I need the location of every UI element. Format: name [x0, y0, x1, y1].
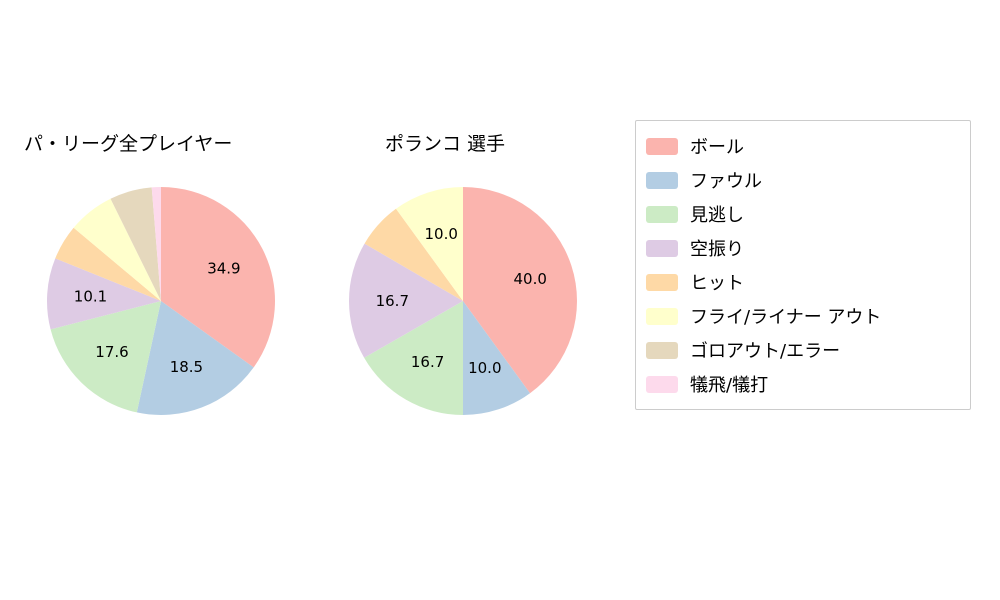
legend-item: ボール — [646, 133, 960, 159]
pie-slice-2 — [50, 301, 161, 413]
legend-item: 空振り — [646, 235, 960, 261]
legend-swatch-swinging-strike — [646, 239, 678, 257]
legend-label: ファウル — [690, 171, 762, 192]
legend-swatch-ball — [646, 137, 678, 155]
legend-swatch-hit — [646, 273, 678, 291]
legend-swatch-foul — [646, 171, 678, 189]
legend-item: ゴロアウト/エラー — [646, 337, 960, 363]
legend-label: 空振り — [690, 239, 744, 260]
pie-value-label: 10.0 — [468, 359, 501, 377]
pie-value-label: 16.7 — [376, 292, 409, 310]
pie-slice-7 — [151, 187, 161, 301]
legend-item: ファウル — [646, 167, 960, 193]
pie-value-label: 18.5 — [170, 358, 203, 376]
legend-label: ヒット — [690, 273, 744, 294]
pie-slice-5 — [395, 187, 463, 301]
pie-slice-0 — [161, 187, 276, 368]
legend-item: ヒット — [646, 269, 960, 295]
pie-slice-3 — [46, 258, 161, 330]
legend-label: ボール — [690, 137, 744, 158]
pie-chart-league: 34.9 18.5 17.6 10.1 — [46, 187, 276, 416]
pie-slice-3 — [348, 243, 463, 358]
legend-label: 見逃し — [690, 205, 744, 226]
pie-value-label: 16.7 — [411, 353, 444, 371]
pie-slice-6 — [110, 187, 161, 301]
legend-swatch-groundout-error — [646, 341, 678, 359]
legend-item: 犠飛/犠打 — [646, 371, 960, 397]
legend-label: 犠飛/犠打 — [690, 375, 769, 396]
legend-label: ゴロアウト/エラー — [690, 341, 841, 362]
legend: ボール ファウル 見逃し 空振り ヒット フライ/ライナー アウト ゴロアウト/… — [635, 120, 971, 410]
legend-item: 見逃し — [646, 201, 960, 227]
legend-swatch-sacrifice — [646, 375, 678, 393]
pie-slice-5 — [73, 198, 161, 301]
pie-slice-1 — [136, 301, 254, 416]
legend-label: フライ/ライナー アウト — [690, 307, 882, 328]
pie-value-label: 17.6 — [95, 343, 128, 361]
pie-chart-player: 40.0 10.0 16.7 16.7 10.0 — [348, 187, 578, 415]
legend-swatch-called-strike — [646, 205, 678, 223]
left-pie-title: パ・リーグ全プレイヤー — [24, 133, 233, 155]
right-pie-title: ポランコ 選手 — [385, 133, 506, 155]
pie-slice-1 — [463, 301, 531, 415]
pie-slice-0 — [463, 187, 578, 394]
pie-slice-2 — [364, 301, 463, 415]
pie-slice-4 — [55, 227, 161, 301]
pie-value-label: 10.0 — [424, 225, 457, 243]
legend-item: フライ/ライナー アウト — [646, 303, 960, 329]
pie-value-label: 40.0 — [513, 270, 546, 288]
pie-slice-4 — [364, 208, 463, 301]
legend-swatch-fly-liner-out — [646, 307, 678, 325]
pie-value-label: 10.1 — [74, 287, 107, 305]
pie-value-label: 34.9 — [207, 260, 240, 278]
